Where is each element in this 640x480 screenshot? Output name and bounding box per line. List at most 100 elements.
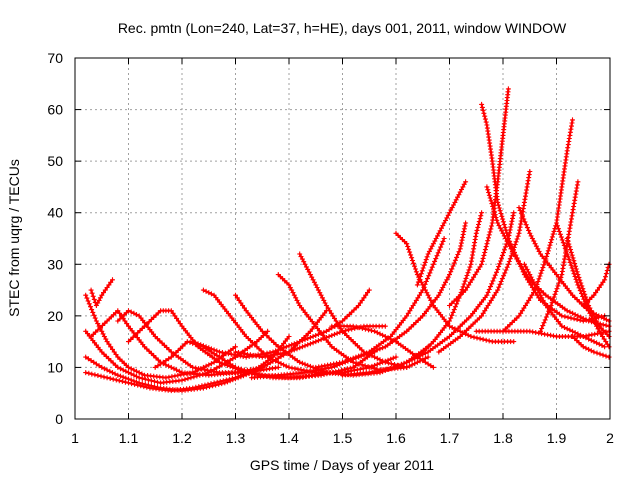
data-point — [530, 329, 536, 335]
data-point — [206, 345, 212, 351]
data-point — [359, 362, 365, 368]
data-point — [568, 126, 574, 132]
data-point — [91, 296, 97, 302]
data-point — [425, 276, 430, 282]
y-axis-label: STEC from uqrg / TECUs — [6, 159, 22, 317]
data-point — [489, 223, 494, 229]
data-point — [423, 257, 429, 263]
data-point — [152, 364, 158, 370]
data-point — [463, 275, 469, 281]
data-point — [126, 308, 131, 314]
data-point — [90, 309, 96, 315]
data-point — [294, 346, 300, 352]
data-point — [136, 370, 142, 376]
data-point — [445, 274, 451, 280]
data-point — [408, 252, 414, 258]
data-point — [496, 202, 501, 208]
data-point — [511, 339, 517, 345]
data-point — [387, 366, 393, 372]
data-point — [548, 240, 554, 245]
data-point — [572, 263, 578, 269]
data-point — [185, 376, 191, 382]
data-point — [447, 272, 452, 278]
data-point — [286, 364, 292, 370]
data-point — [217, 359, 222, 365]
data-point — [571, 271, 577, 277]
data-point — [233, 375, 238, 381]
data-point — [412, 300, 418, 306]
data-point — [501, 273, 507, 279]
y-tick-label: 30 — [47, 256, 63, 272]
data-point — [475, 224, 481, 230]
data-point — [535, 279, 541, 285]
data-point — [554, 286, 560, 292]
data-point — [500, 252, 505, 258]
data-point — [484, 292, 490, 298]
data-point — [412, 355, 418, 361]
data-point — [430, 261, 436, 267]
data-point — [301, 259, 307, 265]
data-point — [524, 225, 530, 231]
data-point — [205, 367, 211, 373]
data-point — [238, 373, 244, 379]
data-point — [435, 250, 441, 256]
data-point — [302, 337, 308, 343]
data-point — [236, 297, 242, 303]
data-point — [538, 292, 543, 298]
data-point — [452, 257, 458, 263]
data-point — [187, 340, 193, 345]
data-point — [297, 339, 303, 345]
data-point — [407, 249, 413, 255]
data-point — [85, 356, 91, 362]
data-point — [594, 318, 600, 324]
data-point — [567, 327, 573, 333]
data-point — [501, 250, 506, 256]
data-point — [427, 270, 433, 276]
data-point — [233, 344, 238, 350]
data-point — [472, 272, 478, 278]
data-point — [131, 372, 137, 378]
data-point — [277, 351, 283, 357]
data-point — [298, 367, 304, 373]
data-point — [155, 379, 160, 385]
data-point — [106, 282, 112, 288]
data-point — [340, 328, 345, 334]
data-point — [565, 314, 571, 320]
data-point — [557, 231, 563, 237]
data-point — [88, 304, 93, 310]
data-point — [95, 321, 101, 327]
data-point — [510, 215, 515, 221]
data-point — [163, 362, 169, 368]
data-point — [422, 259, 428, 265]
data-point — [84, 295, 90, 301]
data-point — [319, 295, 325, 301]
data-point — [553, 289, 559, 294]
data-point — [202, 382, 208, 388]
data-point — [467, 264, 473, 270]
data-point — [126, 370, 131, 376]
data-point — [486, 190, 492, 195]
data-point — [166, 356, 172, 362]
data-point — [233, 292, 238, 298]
data-point — [568, 219, 574, 225]
data-point — [503, 227, 509, 233]
data-point — [507, 227, 513, 233]
data-point — [550, 297, 556, 303]
data-point — [305, 362, 311, 368]
data-point — [496, 284, 502, 290]
x-axis-label: GPS time / Days of year 2011 — [250, 457, 434, 473]
data-point — [271, 352, 277, 358]
data-point — [205, 381, 211, 387]
data-point — [305, 336, 311, 341]
data-point — [253, 370, 259, 376]
data-point — [543, 256, 549, 262]
data-point — [559, 272, 565, 278]
data-point — [131, 310, 137, 316]
data-point — [139, 371, 145, 377]
data-point — [468, 258, 474, 264]
data-point — [577, 277, 583, 283]
data-point — [415, 295, 421, 301]
data-point — [331, 361, 337, 367]
data-point — [425, 292, 431, 298]
data-point — [203, 344, 209, 350]
